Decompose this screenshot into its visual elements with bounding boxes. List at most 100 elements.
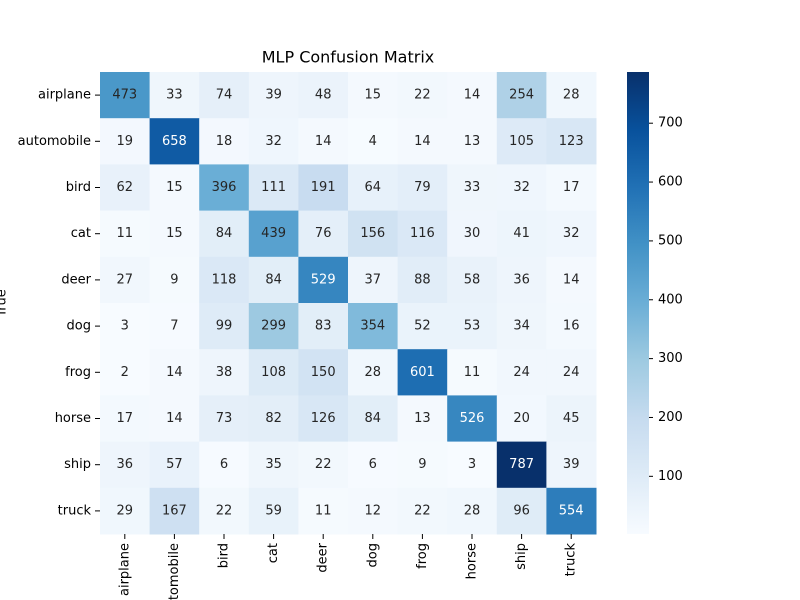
heatmap-cell — [149, 487, 200, 535]
heatmap-cell — [248, 487, 299, 535]
cell-label: 24 — [513, 365, 530, 380]
cell-label: 58 — [464, 272, 481, 287]
cell-label: 30 — [464, 226, 481, 241]
y-tick-label: bird — [66, 180, 91, 195]
heatmap-cell — [298, 349, 349, 396]
cell-label: 33 — [464, 180, 481, 195]
x-tick-label: frog — [415, 543, 430, 569]
cell-label: 105 — [509, 134, 534, 149]
x-tick-label: bird — [217, 543, 232, 568]
cell-label: 48 — [315, 88, 332, 103]
cell-label: 14 — [166, 365, 183, 380]
y-tick-label: frog — [65, 365, 91, 380]
cell-label: 24 — [563, 365, 580, 380]
cell-label: 3 — [121, 319, 129, 334]
heatmap-cell — [199, 395, 250, 443]
heatmap-cell — [100, 210, 151, 258]
heatmap-cell — [149, 395, 200, 443]
heatmap-cell — [248, 349, 299, 396]
x-tick-label: airplane — [117, 543, 132, 596]
heatmap-cell — [447, 441, 498, 489]
heatmap-cell — [348, 349, 399, 396]
cell-label: 83 — [315, 319, 332, 334]
cell-label: 254 — [509, 88, 534, 103]
heatmap-cell — [546, 487, 597, 535]
heatmap-cell — [546, 349, 597, 396]
colorbar-tick-label: 300 — [658, 351, 683, 366]
heatmap-cell — [447, 395, 498, 443]
cell-label: 6 — [220, 457, 228, 472]
y-tick-label: truck — [58, 503, 92, 518]
chart-title: MLP Confusion Matrix — [262, 48, 435, 67]
cell-label: 73 — [216, 411, 233, 426]
y-tick-label: automobile — [18, 134, 91, 149]
heatmap-cell — [496, 210, 547, 258]
cell-label: 74 — [216, 88, 233, 103]
heatmap-cell — [496, 395, 547, 443]
heatmap-cell — [248, 164, 299, 212]
cell-label: 116 — [410, 226, 435, 241]
x-tick-label: horse — [465, 543, 480, 579]
cell-label: 13 — [414, 411, 431, 426]
heatmap-cell — [298, 303, 349, 350]
heatmap-cell — [149, 349, 200, 396]
heatmap-cell — [298, 487, 349, 535]
x-tick-label: dog — [365, 543, 380, 567]
x-tick-label: automobile — [167, 543, 182, 600]
cell-label: 3 — [468, 457, 476, 472]
heatmap-cell — [397, 210, 448, 258]
cell-label: 111 — [261, 180, 286, 195]
cell-label: 118 — [212, 272, 237, 287]
heatmap-cell — [397, 118, 448, 165]
cell-label: 16 — [563, 319, 580, 334]
cell-label: 299 — [261, 319, 286, 334]
cell-label: 38 — [216, 365, 233, 380]
cell-label: 76 — [315, 226, 332, 241]
cell-label: 17 — [563, 180, 580, 195]
cell-label: 36 — [513, 272, 530, 287]
cell-label: 658 — [162, 134, 187, 149]
heatmap-cell — [348, 256, 399, 304]
heatmap-cell — [546, 303, 597, 350]
colorbar-tick-label: 600 — [658, 175, 683, 190]
heatmap-cell — [546, 210, 597, 258]
heatmap-cell — [100, 303, 151, 350]
colorbar-tick-label: 700 — [658, 116, 683, 131]
cell-label: 27 — [117, 272, 134, 287]
cell-label: 14 — [315, 134, 332, 149]
cell-label: 15 — [166, 180, 183, 195]
heatmap-cell — [298, 72, 349, 119]
colorbar-tick-label: 400 — [658, 292, 683, 307]
y-tick-label: deer — [61, 272, 91, 287]
heatmap-cell — [199, 487, 250, 535]
cell-label: 14 — [166, 411, 183, 426]
heatmap-cell — [100, 395, 151, 443]
cell-label: 62 — [117, 180, 134, 195]
cell-label: 123 — [559, 134, 584, 149]
heatmap-cell — [248, 441, 299, 489]
cell-label: 554 — [559, 503, 584, 518]
heatmap-cell — [348, 210, 399, 258]
heatmap-cell — [248, 256, 299, 304]
cell-label: 4 — [369, 134, 377, 149]
cell-label: 7 — [170, 319, 178, 334]
cell-label: 14 — [563, 272, 580, 287]
y-tick-label: ship — [64, 457, 91, 472]
cell-label: 41 — [513, 226, 530, 241]
heatmap-cell — [496, 303, 547, 350]
heatmap-cell — [199, 303, 250, 350]
heatmap-cell — [496, 118, 547, 165]
cell-label: 9 — [170, 272, 178, 287]
heatmap-cell — [397, 303, 448, 350]
cell-label: 787 — [509, 457, 534, 472]
y-tick-label: cat — [71, 226, 91, 241]
heatmap-cell — [149, 441, 200, 489]
heatmap-cell — [100, 164, 151, 212]
heatmap-cell — [447, 303, 498, 350]
cell-label: 45 — [563, 411, 580, 426]
heatmap-cell — [348, 441, 399, 489]
cell-label: 22 — [216, 503, 233, 518]
cell-label: 529 — [311, 272, 336, 287]
cell-label: 14 — [414, 134, 431, 149]
cell-label: 28 — [464, 503, 481, 518]
